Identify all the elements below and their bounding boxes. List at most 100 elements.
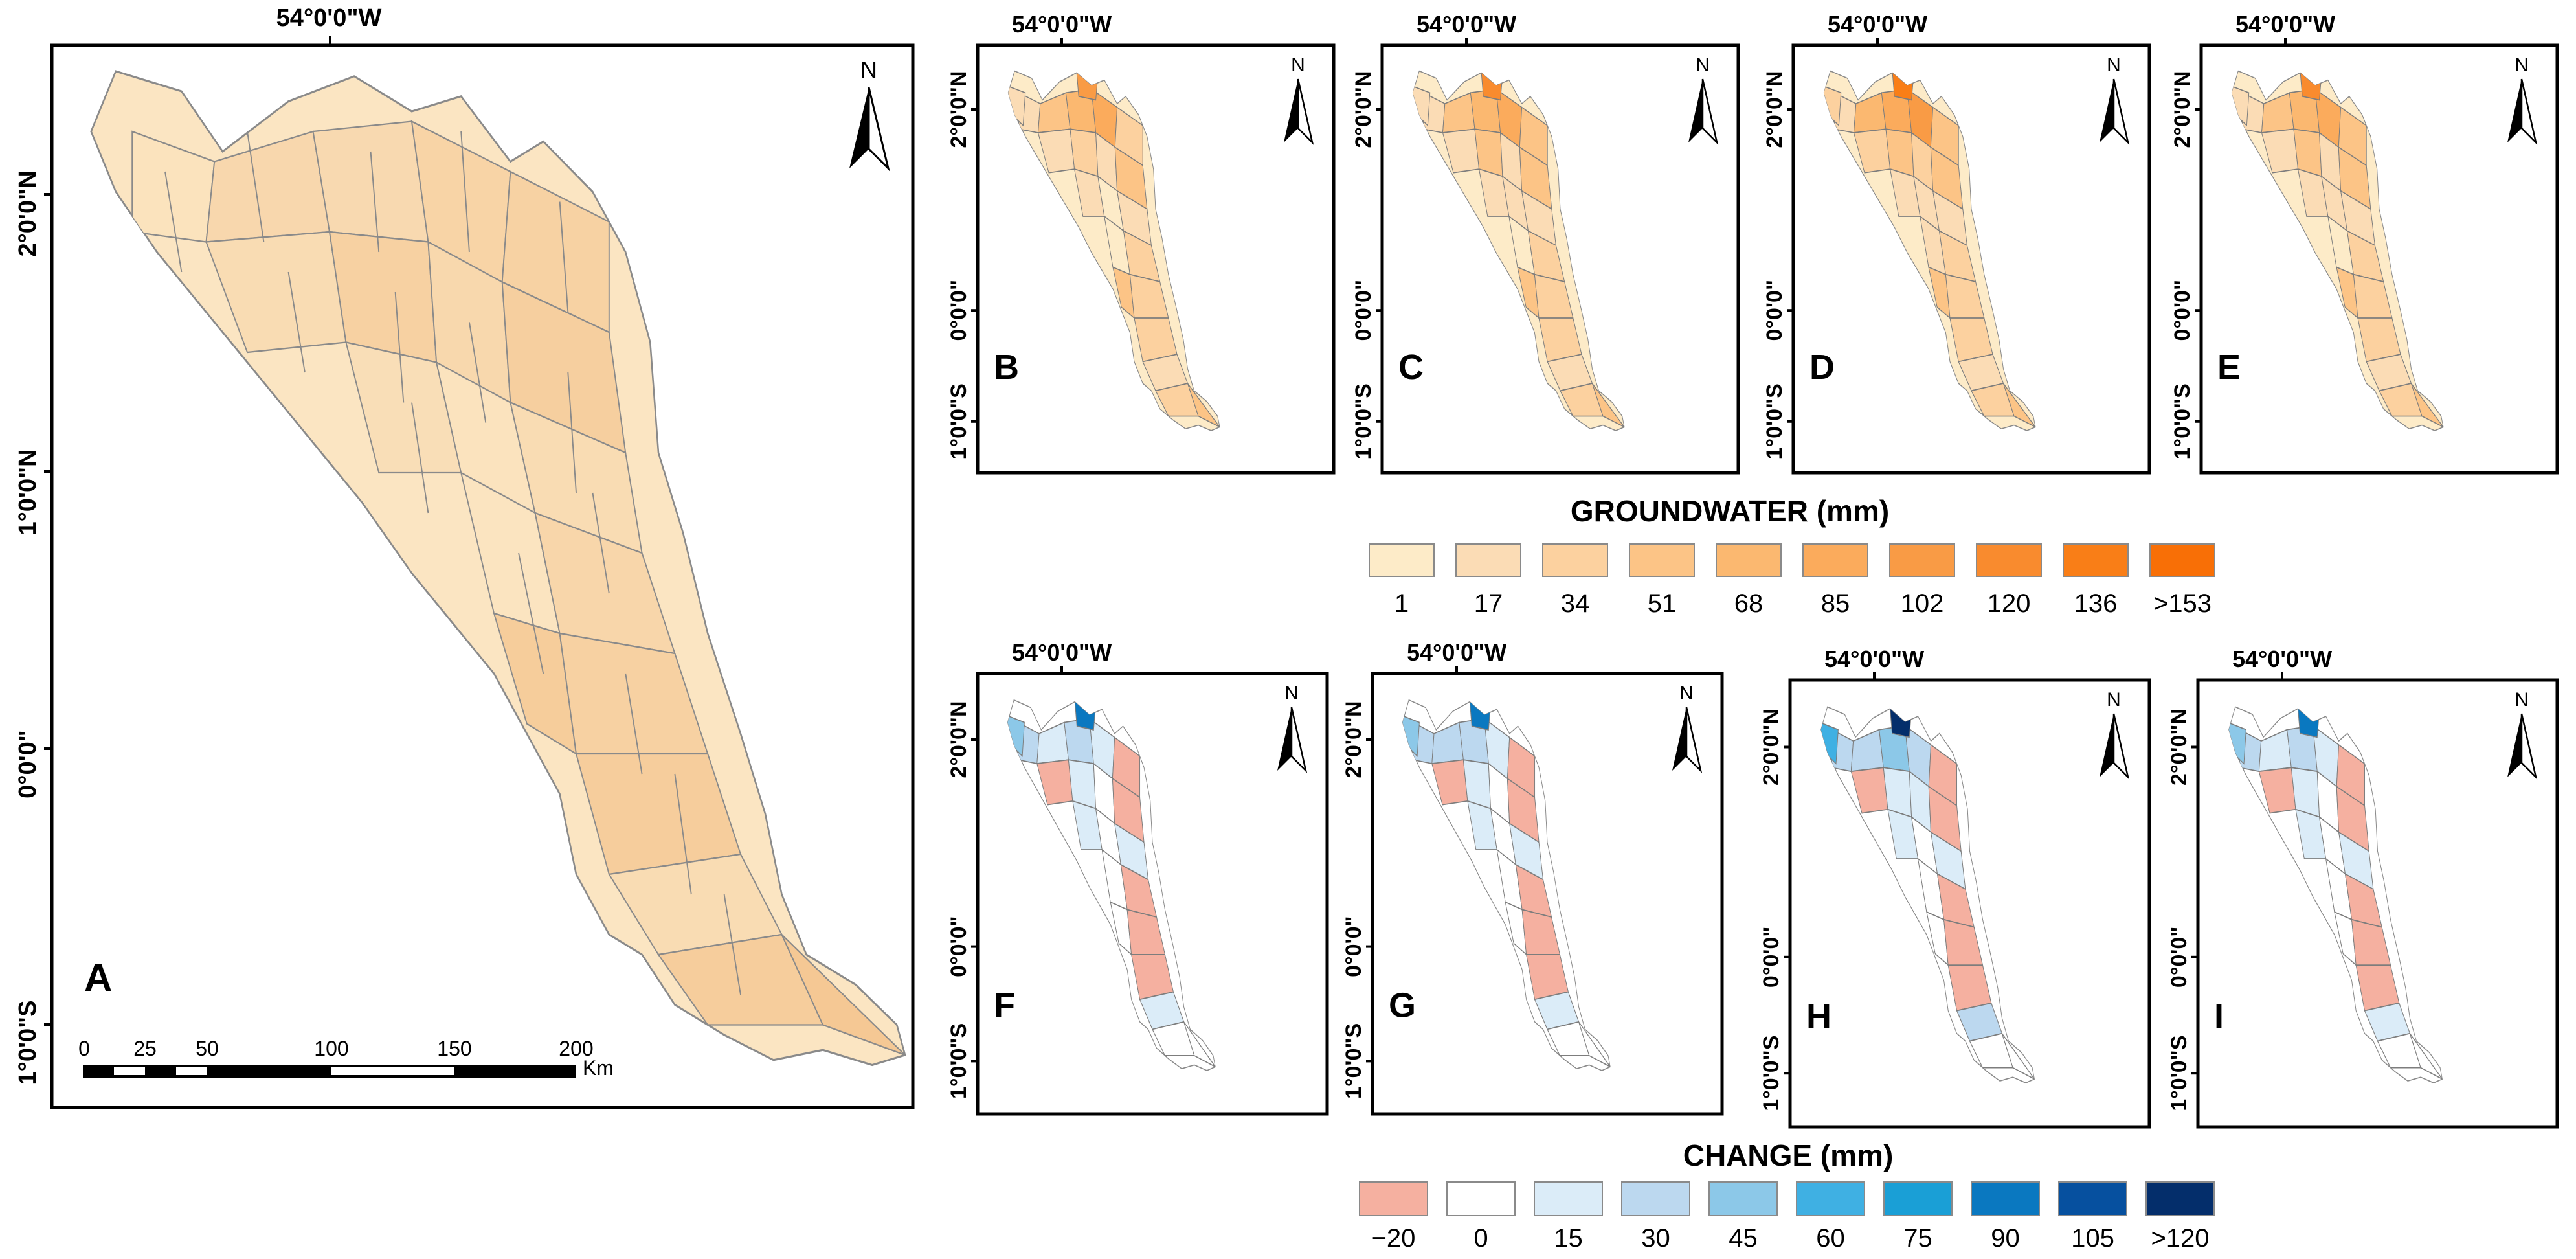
legend-swatch: [1976, 543, 2042, 577]
change-legend-title: CHANGE (mm): [1683, 1139, 1894, 1172]
panel-letter-e: E: [2217, 348, 2241, 387]
north-label: N: [1291, 54, 1305, 76]
legend-swatch: [1708, 1181, 1778, 1216]
north-label: N: [1284, 683, 1299, 704]
legend-label: 60: [1816, 1224, 1845, 1253]
sub-basin: [1183, 1021, 1216, 1068]
legend-label: −20: [1372, 1224, 1416, 1253]
sub-basin: [2410, 1033, 2443, 1080]
basin-map: [1007, 70, 1220, 431]
map-panel-h: 54°0'0"W 2°0'0"N 0°0'0" 1°0'0"S N H: [1759, 646, 2151, 1129]
scale-tick: 150: [437, 1037, 471, 1060]
latitude-label: 1°0'0"S: [2167, 1036, 2191, 1111]
scale-tick: 0: [78, 1037, 90, 1060]
panel-letter-i: I: [2214, 997, 2224, 1036]
sub-basin: [1187, 383, 1220, 428]
latitude-label: 0°0'0": [1351, 280, 1376, 341]
legend-swatch: [2063, 543, 2129, 577]
sub-basin: [1850, 729, 1884, 773]
legend-swatch: [1889, 543, 1955, 577]
basin-map: [1007, 699, 1216, 1071]
latitude-label: 0°0'0": [1759, 927, 1784, 988]
map-panel-a: 54°0'0"W: [14, 5, 915, 1109]
map-frame: [2196, 678, 2559, 1129]
latitude-label: 1°0'0"S: [1762, 383, 1787, 459]
north-label: N: [1679, 683, 1694, 704]
sub-basin: [1413, 84, 1431, 127]
legend-swatch: [1534, 1181, 1603, 1216]
legend-label: 0: [1473, 1224, 1488, 1253]
panel-letter-a: A: [84, 956, 112, 999]
longitude-label: 54°0'0"W: [1417, 11, 1516, 38]
basin-map: [1402, 699, 1611, 1071]
map-panel-e: 54°0'0"W 2°0'0"N 0°0'0" 1°0'0"S N E: [2170, 11, 2559, 475]
map-panel-f: 54°0'0"W 2°0'0"N 0°0'0" 1°0'0"S N F: [946, 639, 1329, 1116]
legend-swatch: [2145, 1181, 2215, 1216]
sub-basin: [2002, 1033, 2035, 1080]
map-frame: [1791, 43, 2151, 475]
sub-basin: [1824, 84, 1842, 127]
longitude-label: 54°0'0"W: [2232, 646, 2332, 672]
legend-swatch: [1716, 543, 1782, 577]
latitude-label: 1°0'0"S: [2170, 383, 2195, 459]
latitude-label: 1°0'0"N: [14, 449, 41, 535]
sub-basin: [1442, 92, 1475, 133]
latitude-label: 1°0'0"S: [1351, 383, 1376, 459]
map-frame: [976, 672, 1329, 1116]
sub-basin: [2261, 92, 2294, 133]
legend-swatch: [1542, 543, 1608, 577]
north-label: N: [2107, 54, 2121, 76]
sub-basin: [2003, 383, 2036, 428]
latitude-label: 1°0'0"S: [946, 1023, 971, 1099]
sub-basin: [2232, 84, 2250, 127]
north-arrow-icon: N: [2507, 689, 2538, 780]
north-arrow-icon: N: [1672, 683, 1703, 773]
legend-swatch: [1629, 543, 1695, 577]
panel-letter-d: D: [1809, 348, 1835, 387]
legend-swatch: [2058, 1181, 2127, 1216]
basin-map: [1412, 70, 1625, 431]
scale-tick: 200: [559, 1037, 593, 1060]
map-frame: [976, 43, 1336, 475]
latitude-label: 2°0'0"N: [1762, 71, 1787, 148]
longitude-label: 54°0'0"W: [1012, 639, 1112, 666]
latitude-label: 2°0'0"N: [1341, 701, 1366, 778]
map-panel-g: 54°0'0"W 2°0'0"N 0°0'0" 1°0'0"S N G: [1341, 639, 1724, 1116]
sub-basin: [1037, 92, 1071, 133]
latitude-label: 1°0'0"S: [946, 383, 971, 459]
latitude-label: 2°0'0"N: [946, 71, 971, 148]
legend-swatch: [1621, 1181, 1690, 1216]
legend-label: 68: [1734, 589, 1764, 618]
sub-basin: [1592, 383, 1625, 428]
latitude-label: 2°0'0"N: [946, 701, 971, 778]
legend-label: >153: [2153, 589, 2212, 618]
legend-label: 136: [2074, 589, 2118, 618]
panel-letter-h: H: [1806, 997, 1831, 1036]
panel-letter-b: B: [994, 348, 1019, 387]
legend-label: 120: [1988, 589, 2031, 618]
legend-label: 34: [1561, 589, 1590, 618]
legend-swatch: [2149, 543, 2215, 577]
latitude-label: 2°0'0"N: [14, 170, 41, 256]
panel-letter-f: F: [994, 986, 1015, 1025]
legend-label: 1: [1394, 589, 1409, 618]
latitude-label: 0°0'0": [946, 916, 971, 977]
basin-map-a: [90, 70, 906, 1067]
sub-basin: [1431, 721, 1464, 764]
latitude-label: 1°0'0"S: [1341, 1023, 1366, 1099]
latitude-label: 0°0'0": [2167, 927, 2191, 988]
legend-swatch: [1796, 1181, 1865, 1216]
latitude-label: 0°0'0": [1341, 916, 1366, 977]
north-label: N: [860, 56, 877, 83]
legend-label: 51: [1648, 589, 1677, 618]
legend-swatch: [1359, 1181, 1428, 1216]
map-panel-b: 54°0'0"W 2°0'0"N 0°0'0" 1°0'0"S N B: [946, 11, 1336, 475]
panel-letter-g: G: [1389, 986, 1416, 1025]
map-panel-i: 54°0'0"W 2°0'0"N 0°0'0" 1°0'0"S N I: [2167, 646, 2559, 1129]
groundwater-legend: GROUNDWATER (mm) 1 17 34 51 68 85 102 120 136 >15…: [1369, 494, 2215, 618]
sub-basin: [1402, 714, 1420, 757]
legend-label: 45: [1729, 1224, 1758, 1253]
latitude-labels-a: 2°0'0"N 1°0'0"N 0°0'0" 1°0'0"S: [14, 170, 52, 1085]
legend-label: 85: [1821, 589, 1850, 618]
latitude-label: 2°0'0"N: [2167, 709, 2191, 786]
